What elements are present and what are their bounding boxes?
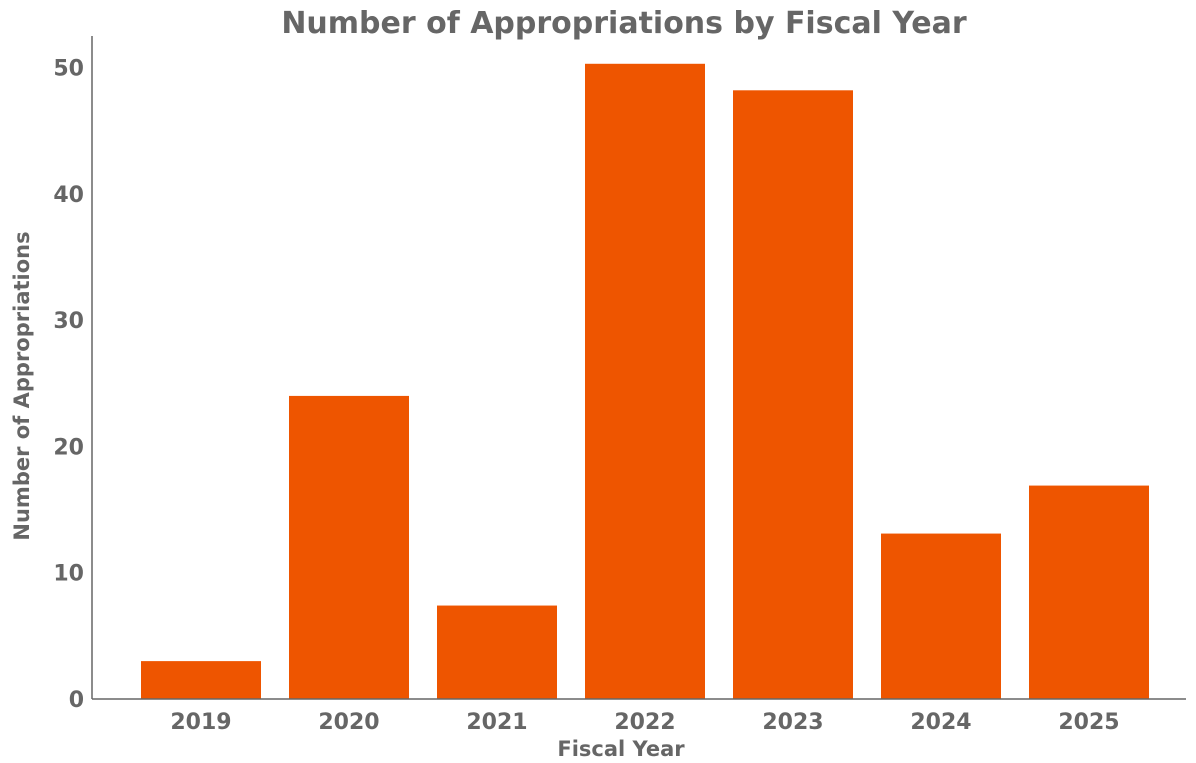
y-tick-label-20: 20 — [53, 435, 84, 460]
y-axis-label: Number of Appropriations — [10, 231, 34, 540]
x-tick-label-2021: 2021 — [466, 710, 527, 735]
x-tick-label-2022: 2022 — [614, 710, 675, 735]
x-axis-label: Fiscal Year — [557, 737, 685, 761]
bars-group — [141, 63, 1149, 700]
x-tick-label-2025: 2025 — [1058, 710, 1119, 735]
bar-2025 — [1029, 485, 1149, 699]
bar-2022 — [585, 63, 705, 700]
bar-2024 — [881, 533, 1001, 699]
y-tick-label-50: 50 — [53, 57, 84, 82]
y-tick-label-30: 30 — [53, 309, 84, 334]
y-ticks-group: 0 10 20 30 40 50 — [53, 57, 84, 713]
bar-2021 — [437, 605, 557, 699]
y-tick-label-10: 10 — [53, 562, 84, 587]
x-tick-label-2019: 2019 — [170, 710, 231, 735]
bar-2020 — [289, 395, 409, 699]
bar-2019 — [141, 661, 261, 699]
bar-2023 — [733, 90, 853, 699]
chart-title: Number of Appropriations by Fiscal Year — [281, 6, 967, 41]
y-tick-label-40: 40 — [53, 183, 84, 208]
x-tick-label-2024: 2024 — [910, 710, 971, 735]
x-tick-label-2023: 2023 — [762, 710, 823, 735]
x-ticks-group: 2019 2020 2021 2022 2023 2024 2025 — [170, 710, 1119, 735]
x-tick-label-2020: 2020 — [318, 710, 379, 735]
y-tick-label-0: 0 — [69, 688, 84, 713]
